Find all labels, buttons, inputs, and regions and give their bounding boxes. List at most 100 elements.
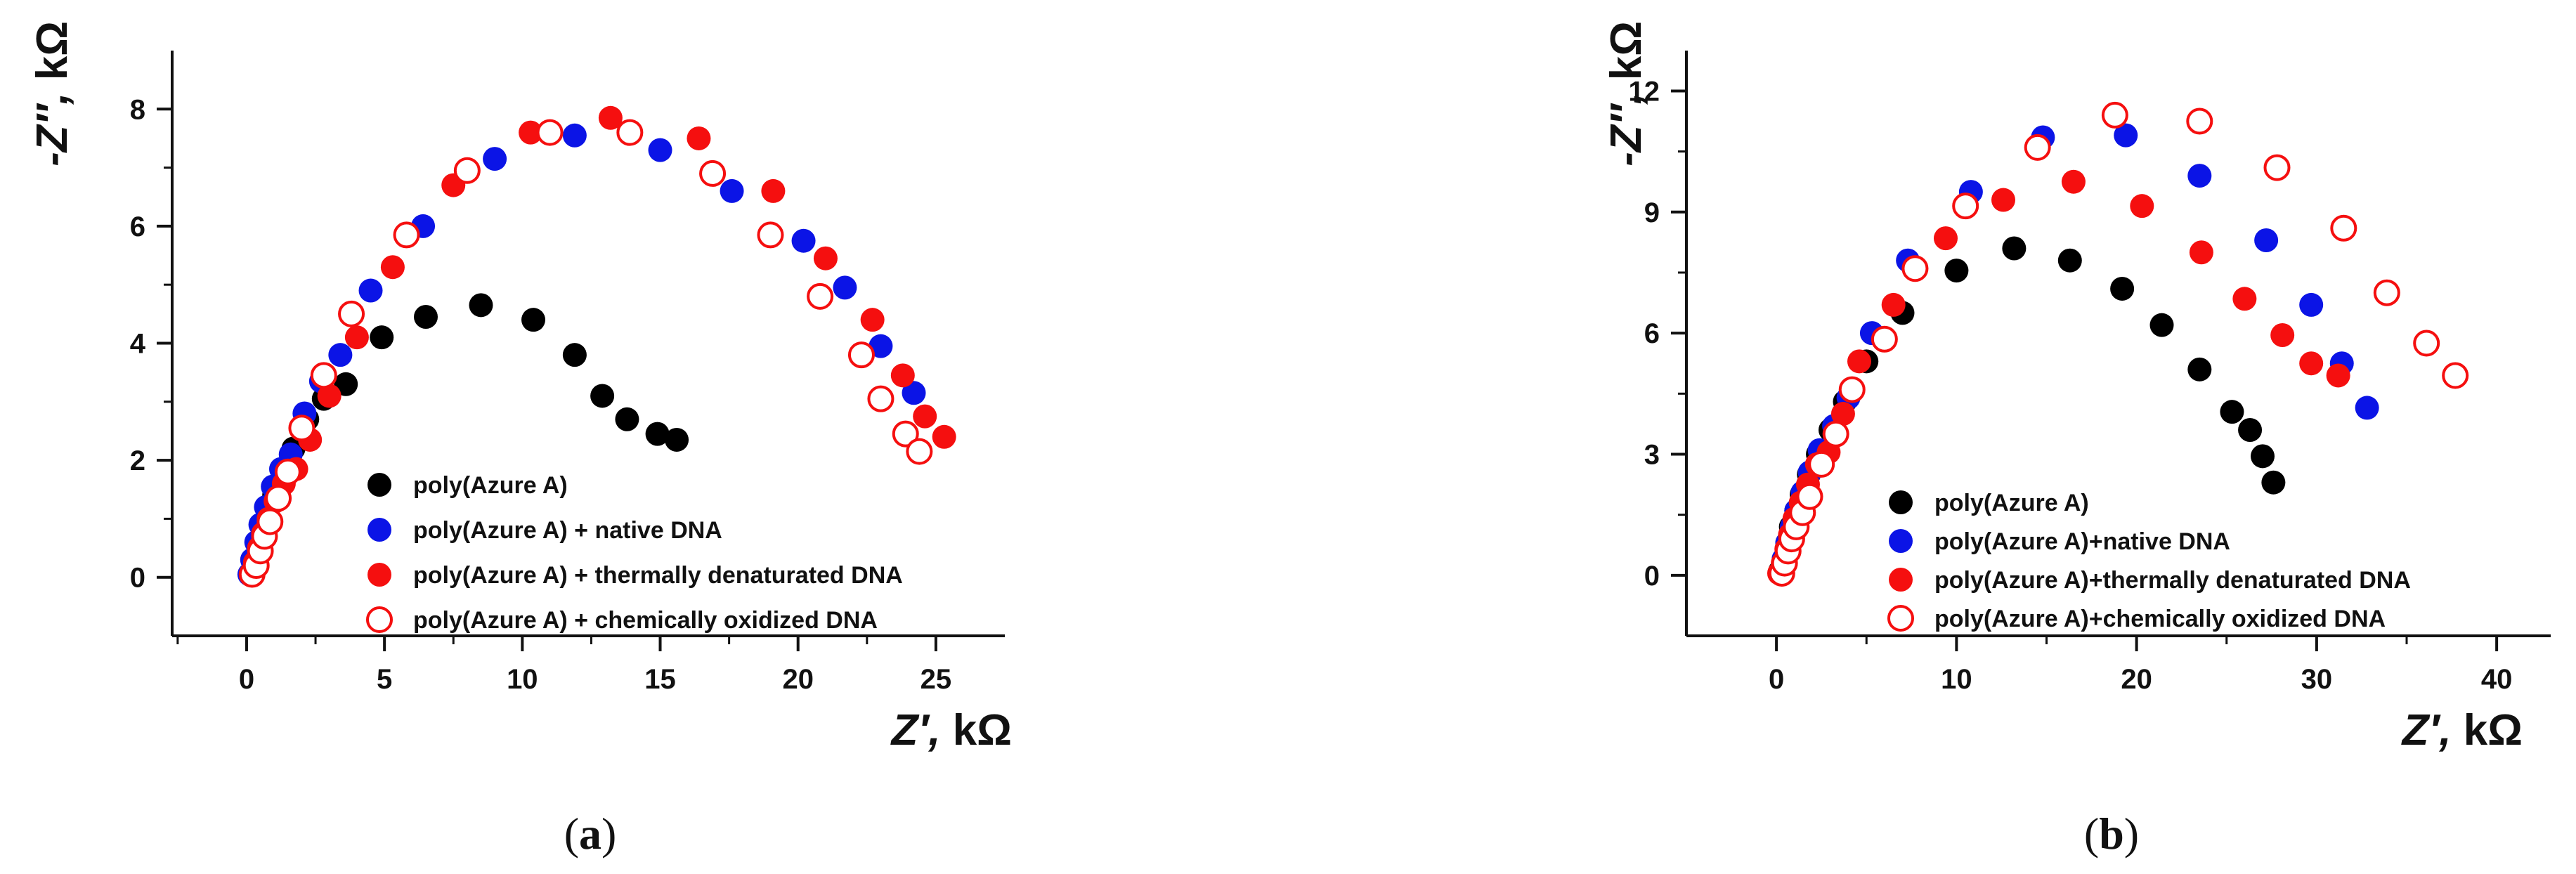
panel-b-data-point [2061,169,2086,194]
panel-b-x-tick-label: 30 [2301,664,2333,695]
panel-b-data-point [1830,402,1855,426]
panel-b-data-point [2186,107,2213,135]
panel-a-data-point [393,221,420,249]
panel-a-data-point [590,384,615,408]
panel-a-legend-label: poly(Azure A) + native DNA [413,517,722,544]
panel-a-data-point [413,305,438,330]
panel-a-legend-label: poly(Azure A) [413,472,568,499]
panel-b-legend-label: poly(Azure A)+thermally denaturated DNA [1934,567,2411,594]
panel-a-data-point [757,221,784,249]
panel-b-data-point [2189,240,2213,265]
panel-a-legend-marker [366,606,393,633]
panel-a-y-tick-label: 8 [130,94,145,125]
panel-b-data-point [1991,188,2015,212]
panel-b-x-axis-label: Z′, kΩ [2401,706,2523,755]
panel-a-legend: poly(Azure A) poly(Azure A) + native DNA p… [366,472,903,634]
panel-a-data-point [536,119,564,146]
panel-a-data-point [720,178,744,203]
panel-b-data-point [2238,418,2263,443]
panel-b-data-point [1934,226,1958,251]
panel-b-data-point [2110,276,2135,301]
panel-a-x-tick-label: 20 [782,664,814,695]
panel-a-data-point [338,300,365,327]
panel-a-data-point [932,424,956,449]
panel-b-y-tick-label: 12 [1629,76,1660,107]
panel-b-legend-label: poly(Azure A)+chemically oxidized DNA [1934,606,2386,632]
panel-b-data-point [2270,323,2295,348]
panel-a-data-point [521,308,546,332]
panel-a-label: (a) [564,809,617,859]
panel-a-data-point [519,120,543,145]
panel-a-data-point [913,404,937,429]
panel-a-y-tick-label: 6 [130,211,145,242]
panel-b-data-point [1901,255,1929,282]
panel-b-y-tick-label: 9 [1644,197,1660,228]
panel-a-data-point [615,407,639,431]
panel-b-y-tick-label: 3 [1644,439,1660,470]
panel-b-legend-label: poly(Azure A)+native DNA [1934,528,2230,555]
panel-a-data-point [813,246,838,270]
panel-a-data-point [256,508,284,535]
panel-b-data-point [2326,363,2350,388]
panel-b-chart: 0 10 20 30 40 0 3 6 9 12 Z′, kΩ -Z″, kΩ poly(Azure A… [1602,21,2551,859]
panel-b-data-point [2114,123,2138,148]
panel-a-data-point [847,341,875,369]
panel-a-data-point [648,138,672,162]
panel-b-legend-marker [1889,568,1913,592]
panel-a-data-point [833,275,857,300]
panel-b-data-point [2130,194,2154,218]
panel-b-data-point [2254,228,2279,253]
panel-a-data-point [687,126,711,150]
panel-b-data-point [2413,330,2440,357]
panel-a-data-point [358,278,383,303]
panel-b-data-point [1952,193,1979,220]
panel-a-data-point [453,157,481,184]
panel-a-data-point [274,458,301,485]
panel-b-data-point [2024,133,2051,161]
panel-b-data-point [2299,292,2324,317]
panel-b-legend-label: poly(Azure A) [1934,490,2089,516]
panel-b-data-point [2263,154,2291,181]
panel-b-data-point [2355,396,2379,420]
panel-b-data-point [2373,279,2400,306]
panel-b-label: (b) [2084,809,2139,859]
panel-b-legend: poly(Azure A) poly(Azure A)+native DNA pol… [1887,490,2411,632]
panel-b-data-point [2187,357,2212,381]
panel-b-data-point [1944,259,1969,283]
panel-a-data-point [869,334,893,358]
panel-b-legend-marker [1889,529,1913,553]
panel-a-x-tick-label: 5 [377,664,392,695]
panel-b-x-tick-label: 40 [2481,664,2513,695]
panel-a-data-point [761,178,786,203]
panel-a-legend-marker [367,518,391,542]
panel-a-y-tick-label: 4 [130,329,146,360]
panel-a-data-point [616,119,644,146]
panel-b-series-4 [1768,101,2469,587]
panel-a-data-point [645,422,670,446]
panel-a-data-point [699,159,727,187]
panel-a-legend-marker [367,563,391,587]
panel-a-y-tick-label: 0 [130,563,145,594]
panel-a-data-point [370,325,394,350]
panel-b-data-point [2187,164,2212,188]
panel-a-x-tick-label: 10 [507,664,538,695]
panel-b-data-point [2330,214,2357,242]
panel-b-data-point [1847,349,1871,374]
panel-b-y-tick-label: 0 [1644,561,1660,592]
panel-a-legend-marker [367,473,391,497]
panel-b-x-tick-label: 0 [1769,664,1784,695]
panel-b-data-point [1871,325,1898,353]
panel-a-data-point [867,385,895,412]
panel-a-data-point [328,343,353,367]
panel-b-data-point [1838,376,1866,403]
panel-b-data-point [2261,470,2286,495]
panel-b-data-point [2299,351,2324,376]
panel-b-data-point [2149,313,2174,337]
panel-b-data-point [2220,400,2244,424]
panel-a-x-tick-label: 25 [921,664,952,695]
panel-a-x-axis-label: Z′, kΩ [890,706,1012,755]
panel-a-data-point [380,255,405,280]
panel-a-data-point [469,293,493,318]
panel-a-data-point [906,438,933,465]
panel-a-data-point [483,147,507,171]
